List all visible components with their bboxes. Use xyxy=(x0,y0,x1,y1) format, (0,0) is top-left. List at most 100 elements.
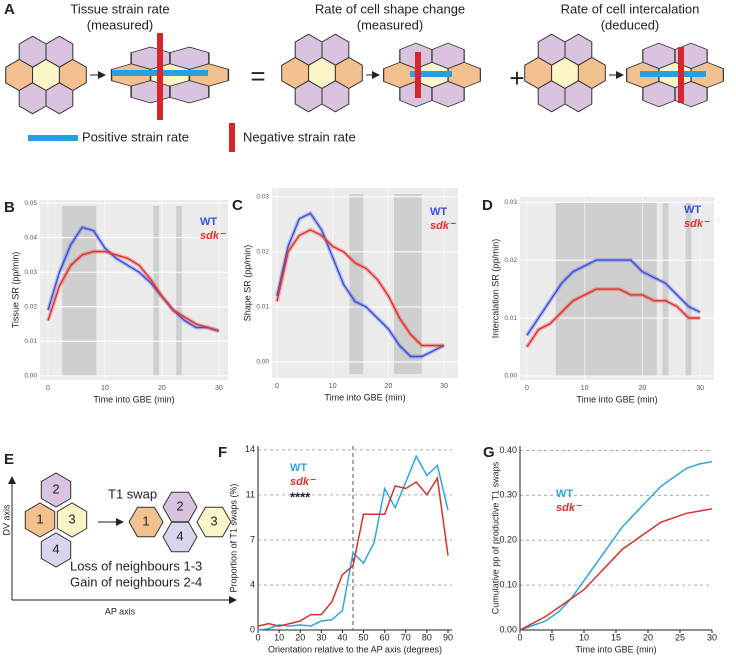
cell-number: 4 xyxy=(176,528,183,543)
legend-label: WT xyxy=(430,206,447,218)
y-axis-label: Tissue SR (pp/min) xyxy=(10,252,20,329)
y-axis-label: Proportion of T1 swaps (%) xyxy=(228,484,238,593)
axis-label: DV axis xyxy=(1,504,11,536)
x-axis-label: Time into GBE (min) xyxy=(575,644,656,654)
panel-label: B xyxy=(4,199,15,216)
legend-label: sdk⁻ xyxy=(430,220,456,232)
cell xyxy=(128,506,164,538)
shaded-region xyxy=(349,194,364,374)
series-line xyxy=(526,288,701,348)
x-tick-label: 10 xyxy=(329,383,337,390)
legend-label: WT xyxy=(684,204,701,216)
legend-label: WT xyxy=(200,216,217,228)
x-tick-label: 5 xyxy=(549,632,554,642)
x-tick-label: 40 xyxy=(337,632,347,642)
x-axis-label: Time into GBE (min) xyxy=(324,392,405,402)
cell-cluster xyxy=(281,33,363,113)
shaded-region xyxy=(393,194,422,374)
x-tick-label: 0 xyxy=(525,385,529,392)
y-tick-label: 7 xyxy=(250,534,255,544)
y-tick-label: 0.03 xyxy=(24,269,37,276)
y-tick-label: 0.01 xyxy=(24,338,37,345)
legend-text: Positive strain rate xyxy=(82,129,189,144)
x-tick-label: 60 xyxy=(380,632,390,642)
chart: 0.00 0.10 0.20 0.30 0.40 0 5 10 15 20 25 30 WT sdk⁻ G T… xyxy=(483,444,717,654)
y-axis-label: Cumulative pp of productive T1 swaps xyxy=(490,461,500,614)
cell-number: 4 xyxy=(52,541,59,556)
y-tick-label: 0.03 xyxy=(504,199,517,206)
y-tick-label: 0.04 xyxy=(24,234,37,241)
cell xyxy=(24,502,56,538)
series-line xyxy=(47,226,220,332)
y-tick-label: 0.05 xyxy=(24,200,37,207)
y-tick-label: 0.02 xyxy=(504,257,517,264)
y-axis-label: Shape SR (pp/min) xyxy=(242,245,252,322)
series-line xyxy=(276,229,445,347)
x-tick-label: 20 xyxy=(384,383,392,390)
series-line xyxy=(276,212,445,358)
cell xyxy=(162,491,198,523)
label: Gain of neighbours 2-4 xyxy=(70,574,202,589)
legend-label: sdk⁻ xyxy=(556,502,582,514)
cell xyxy=(196,506,232,538)
series-line xyxy=(519,460,713,631)
heading: Tissue strain rate xyxy=(70,1,169,16)
cell xyxy=(45,82,74,115)
x-tick-label: 0 xyxy=(255,632,260,642)
heading: (measured) xyxy=(87,17,153,32)
y-tick-label: 0.01 xyxy=(256,304,269,311)
y-tick-label: 4 xyxy=(250,579,255,589)
x-tick-label: 50 xyxy=(359,632,369,642)
annotation: **** xyxy=(290,489,311,504)
plot-background xyxy=(272,188,458,378)
x-tick-label: 20 xyxy=(158,385,166,392)
panel-label: C xyxy=(232,197,243,214)
y-tick-label: 0.01 xyxy=(504,315,517,322)
series-line xyxy=(519,508,713,631)
y-tick-label: 0.40 xyxy=(499,445,517,455)
x-tick-label: 0 xyxy=(46,385,50,392)
x-tick-label: 70 xyxy=(401,632,411,642)
shaded-region xyxy=(685,203,692,376)
x-tick-label: 30 xyxy=(696,385,704,392)
x-axis-label: Time into GBE (min) xyxy=(93,394,174,404)
y-tick-label: 0.20 xyxy=(499,535,517,545)
chart: 0.00 0.01 0.02 0.03 0 10 20 30 WT sdk⁻ D Time into … xyxy=(482,197,714,404)
x-tick-label: 10 xyxy=(101,385,109,392)
x-tick-label: 0 xyxy=(275,383,279,390)
y-tick-label: 0.00 xyxy=(499,624,517,634)
x-axis-label: Orientation relative to the AP axis (deg… xyxy=(268,644,442,654)
cell-cluster xyxy=(524,33,606,113)
shaded-region xyxy=(176,206,182,376)
heading: (deduced) xyxy=(601,17,660,32)
x-tick-label: 10 xyxy=(581,385,589,392)
chart: 0.00 0.01 0.02 0.03 0.04 0.05 0 10 20 30 WT sdk⁻ B Ti… xyxy=(4,199,228,404)
series-line xyxy=(47,250,220,332)
y-tick-label: 0.00 xyxy=(256,359,269,366)
cell-number: 1 xyxy=(142,513,149,528)
cell-number: 2 xyxy=(176,498,183,513)
x-tick-label: 30 xyxy=(215,385,223,392)
legend-label: sdk⁻ xyxy=(684,218,710,230)
panel-label: G xyxy=(483,444,495,461)
chart: 0 4 7 11 14 0 10 20 30 40 50 60 70 80 90 WT sdk⁻**** F Ori… xyxy=(218,444,453,654)
legend-label: sdk⁻ xyxy=(290,476,316,488)
cell-number: 3 xyxy=(210,513,217,528)
series-line xyxy=(257,476,449,627)
x-tick-label: 10 xyxy=(274,632,284,642)
panel-label: A xyxy=(4,1,15,18)
x-tick-label: 90 xyxy=(443,632,453,642)
x-tick-label: 30 xyxy=(440,383,448,390)
y-tick-label: 0 xyxy=(250,624,255,634)
series-line xyxy=(257,454,449,631)
x-tick-label: 30 xyxy=(316,632,326,642)
plus: + xyxy=(509,63,524,93)
x-tick-label: 15 xyxy=(611,632,621,642)
cell-number: 3 xyxy=(68,511,75,526)
x-axis-label: Time into GBE (min) xyxy=(576,394,657,404)
x-tick-label: 0 xyxy=(517,632,522,642)
x-tick-label: 80 xyxy=(422,632,432,642)
y-tick-label: 0.00 xyxy=(504,373,517,380)
heading: Rate of cell intercalation xyxy=(561,1,700,16)
